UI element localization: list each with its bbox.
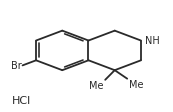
Text: Me: Me [129,80,143,89]
Text: HCl: HCl [12,95,31,105]
Text: NH: NH [145,35,160,45]
Text: Br: Br [11,61,22,71]
Text: Me: Me [89,81,104,90]
